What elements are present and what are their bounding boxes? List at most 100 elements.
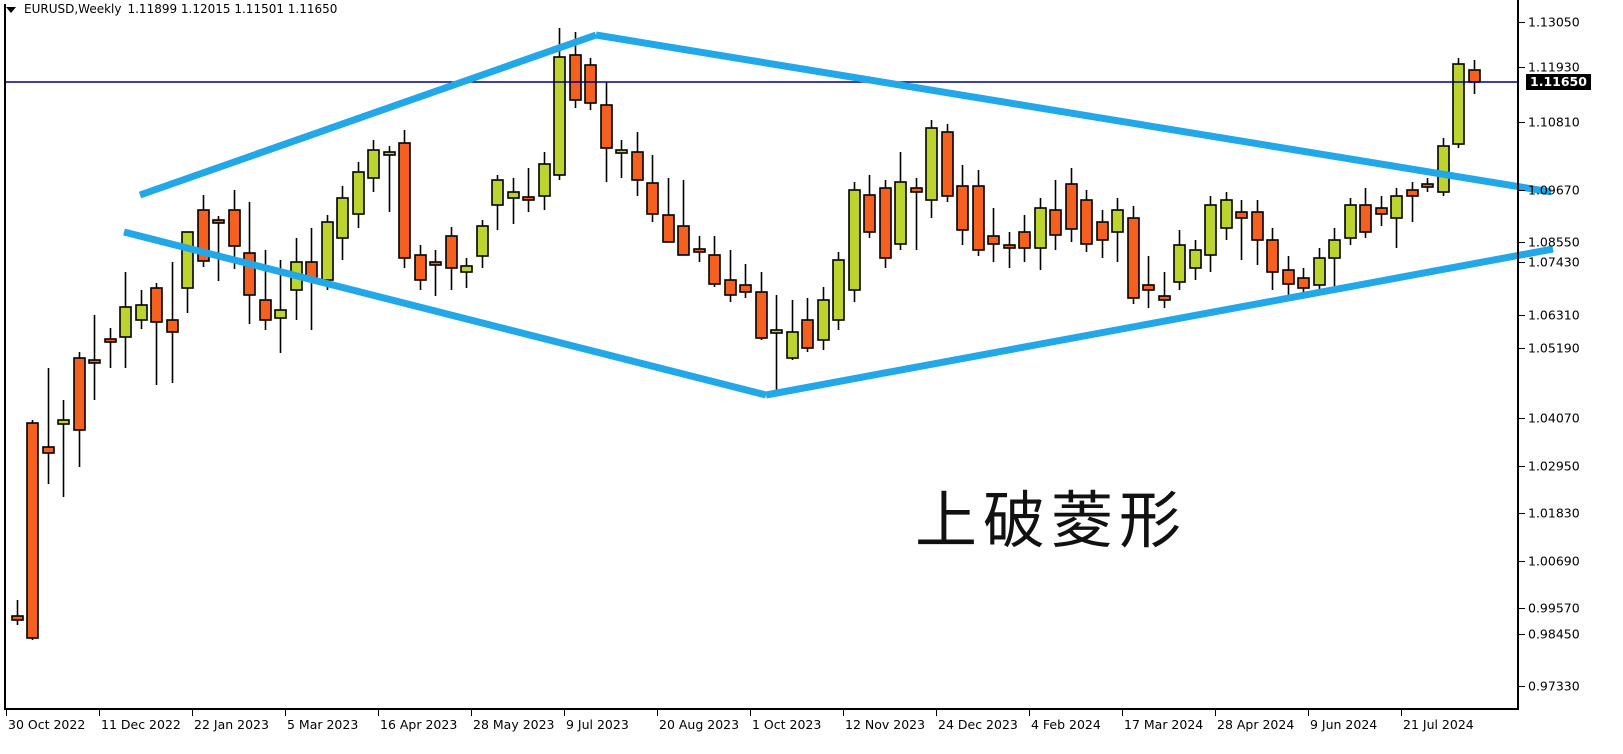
candle-body bbox=[941, 131, 954, 197]
candle-body bbox=[460, 265, 473, 273]
candle-body bbox=[197, 209, 210, 262]
candle-body bbox=[925, 127, 938, 201]
price-tick-label: 0.99570 bbox=[1528, 600, 1580, 616]
price-tick-mark bbox=[1519, 348, 1525, 349]
candle-body bbox=[1266, 239, 1279, 273]
candle-body bbox=[1344, 204, 1357, 239]
time-tick-mark bbox=[192, 710, 193, 716]
price-tick-label: 1.00690 bbox=[1528, 553, 1580, 569]
time-tick-mark bbox=[378, 710, 379, 716]
candle-body bbox=[631, 151, 644, 181]
price-tick-label: 1.08550 bbox=[1528, 234, 1580, 250]
candle-body bbox=[1390, 195, 1403, 219]
candle-body bbox=[584, 64, 597, 104]
candle-body bbox=[1158, 295, 1171, 301]
candlestick-series bbox=[11, 28, 1481, 640]
time-tick-label: 20 Aug 2023 bbox=[659, 717, 740, 732]
candle-body bbox=[212, 219, 225, 224]
candle-body bbox=[693, 248, 706, 253]
time-tick-label: 17 Mar 2024 bbox=[1124, 717, 1204, 732]
diamond-lower-left[interactable] bbox=[123, 228, 767, 399]
price-tick-label: 0.97330 bbox=[1528, 678, 1580, 694]
candle-body bbox=[119, 306, 132, 338]
time-tick-label: 22 Jan 2023 bbox=[194, 717, 269, 732]
candle-body bbox=[135, 304, 148, 321]
time-tick-label: 28 May 2023 bbox=[473, 717, 555, 732]
candle-body bbox=[708, 254, 721, 285]
price-tick-mark bbox=[1519, 513, 1525, 514]
diamond-upper-right[interactable] bbox=[595, 31, 1552, 196]
time-tick-mark bbox=[1029, 710, 1030, 716]
candle-body bbox=[987, 235, 1000, 245]
candle-body bbox=[879, 187, 892, 259]
candle-body bbox=[1328, 239, 1341, 259]
price-tick-mark bbox=[1519, 418, 1525, 419]
price-tick-mark bbox=[1519, 686, 1525, 687]
time-tick-label: 9 Jul 2023 bbox=[566, 717, 629, 732]
time-tick-label: 16 Apr 2023 bbox=[380, 717, 458, 732]
candle-body bbox=[259, 299, 272, 321]
axis-left-border bbox=[4, 4, 6, 710]
diamond-pattern-trendlines[interactable] bbox=[123, 31, 1554, 399]
triangle-down-icon[interactable] bbox=[6, 6, 16, 13]
price-tick-label: 1.06310 bbox=[1528, 307, 1580, 323]
diamond-lower-right[interactable] bbox=[765, 245, 1554, 399]
time-tick-mark bbox=[750, 710, 751, 716]
candle-body bbox=[42, 446, 55, 454]
time-tick-mark bbox=[657, 710, 658, 716]
axis-bottom-border bbox=[4, 708, 1519, 710]
time-tick-label: 9 Jun 2024 bbox=[1310, 717, 1378, 732]
time-tick-label: 4 Feb 2024 bbox=[1031, 717, 1101, 732]
price-scale[interactable]: 1.13050 1.11930 1.10810 1.09670 1.08550 1.074… bbox=[1519, 0, 1623, 710]
candle-body bbox=[1173, 244, 1186, 283]
candle-body bbox=[1018, 231, 1031, 249]
candle-body bbox=[724, 279, 737, 296]
candle-body bbox=[1003, 244, 1016, 249]
current-price-badge: 1.11650 bbox=[1526, 74, 1591, 90]
candle-body bbox=[57, 419, 70, 425]
candle-body bbox=[553, 56, 566, 176]
candle-body bbox=[274, 309, 287, 319]
candle-body bbox=[600, 104, 613, 149]
time-tick-label: 11 Dec 2022 bbox=[101, 717, 181, 732]
time-tick-mark bbox=[564, 710, 565, 716]
candle-body bbox=[1282, 269, 1295, 285]
candle-body bbox=[1406, 189, 1419, 197]
time-tick-label: 30 Oct 2022 bbox=[8, 717, 86, 732]
candle-body bbox=[1235, 211, 1248, 219]
candle-body bbox=[1065, 183, 1078, 230]
price-tick-label: 1.10810 bbox=[1528, 114, 1580, 130]
candle-body bbox=[770, 329, 783, 334]
candle-body bbox=[910, 187, 923, 193]
candle-body bbox=[383, 151, 396, 156]
candle-body bbox=[863, 194, 876, 233]
candle-body bbox=[569, 54, 582, 101]
price-tick-label: 1.04070 bbox=[1528, 410, 1580, 426]
candle-body bbox=[1359, 204, 1372, 233]
candle-body bbox=[166, 319, 179, 333]
candle-body bbox=[956, 185, 969, 231]
pattern-annotation-text: 上破菱形 bbox=[915, 484, 1188, 557]
candle-body bbox=[1375, 207, 1388, 215]
candle-body bbox=[1297, 277, 1310, 289]
candle-body bbox=[739, 284, 752, 293]
candle-body bbox=[894, 181, 907, 245]
diamond-upper-left[interactable] bbox=[138, 31, 598, 199]
time-tick-mark bbox=[471, 710, 472, 716]
time-tick-mark bbox=[285, 710, 286, 716]
candle-body bbox=[181, 231, 194, 289]
candle-body bbox=[848, 189, 861, 291]
candle-body bbox=[1421, 183, 1434, 188]
time-tick-label: 28 Apr 2024 bbox=[1217, 717, 1295, 732]
time-scale[interactable]: 30 Oct 2022 11 Dec 2022 22 Jan 2023 5 Mar 2… bbox=[0, 710, 1519, 754]
price-tick-label: 1.13050 bbox=[1528, 14, 1580, 30]
candle-body bbox=[615, 149, 628, 154]
candle-body bbox=[1452, 63, 1465, 145]
candle-body bbox=[1313, 257, 1326, 286]
candle-body bbox=[26, 422, 39, 639]
candle-body bbox=[662, 214, 675, 243]
time-tick-label: 1 Oct 2023 bbox=[752, 717, 822, 732]
candle-body bbox=[73, 357, 86, 431]
time-tick-mark bbox=[843, 710, 844, 716]
